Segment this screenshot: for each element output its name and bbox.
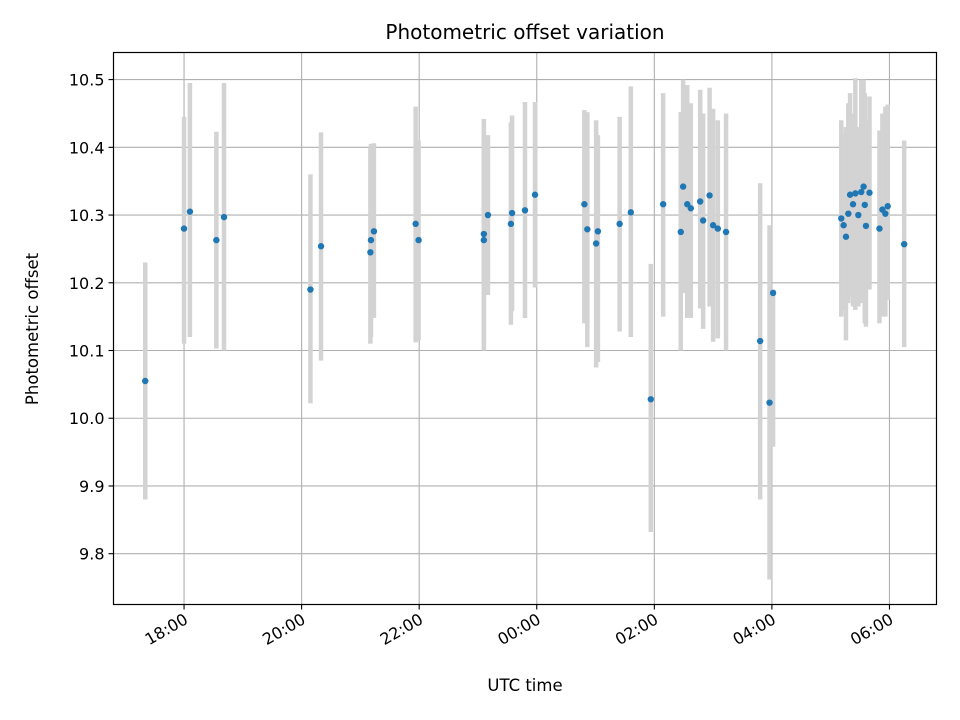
data-point xyxy=(220,213,228,221)
data-point xyxy=(367,249,374,256)
data-point xyxy=(852,190,859,197)
x-axis-title: UTC time xyxy=(487,676,562,695)
x-tick-label: 22:00 xyxy=(377,610,426,650)
data-point xyxy=(842,233,850,240)
data-point xyxy=(531,191,539,198)
error-bars xyxy=(142,78,907,580)
chart-title: Photometric offset variation xyxy=(385,20,664,44)
data-point xyxy=(412,220,419,228)
data-point xyxy=(594,228,602,235)
data-point xyxy=(307,286,314,293)
data-point xyxy=(722,228,730,236)
data-point xyxy=(521,207,529,214)
data-point xyxy=(900,240,908,248)
data-point xyxy=(766,399,773,406)
data-point xyxy=(849,201,857,208)
data-point xyxy=(480,230,488,238)
x-axis: 18:00 20:00 22:00 00:00 02:00 04:00 06:00 xyxy=(142,604,896,650)
x-tick-label: 04:00 xyxy=(729,610,778,650)
data-points xyxy=(142,183,908,406)
data-point xyxy=(647,396,655,403)
data-point xyxy=(706,192,713,199)
x-tick-label: 06:00 xyxy=(847,610,896,650)
data-point xyxy=(855,211,862,219)
data-point xyxy=(714,225,722,232)
data-point xyxy=(699,217,707,224)
y-tick-label: 9.8 xyxy=(79,545,104,564)
data-point xyxy=(876,225,883,232)
x-tick-label: 02:00 xyxy=(612,610,661,650)
data-point xyxy=(709,222,717,229)
data-point xyxy=(213,236,220,244)
data-point xyxy=(861,201,868,209)
data-point xyxy=(484,211,492,219)
y-tick-label: 10.1 xyxy=(69,342,105,361)
data-point xyxy=(687,205,694,212)
data-point xyxy=(840,222,847,229)
data-point xyxy=(581,201,588,208)
data-point xyxy=(866,189,873,196)
y-axis-title: Photometric offset xyxy=(23,252,42,405)
data-point xyxy=(882,210,889,217)
data-point xyxy=(838,215,845,222)
data-point xyxy=(508,209,516,217)
y-tick-label: 10.4 xyxy=(69,138,105,157)
data-point xyxy=(679,183,687,190)
data-point xyxy=(884,203,891,210)
x-tick-label: 18:00 xyxy=(142,610,191,650)
y-axis: 9.8 9.9 10.0 10.1 10.2 10.3 10.4 10.5 xyxy=(69,71,114,564)
y-tick-label: 10.2 xyxy=(69,274,105,293)
data-point xyxy=(696,198,704,205)
data-point xyxy=(507,220,515,228)
data-point xyxy=(627,209,635,216)
plot-frame xyxy=(112,51,938,606)
data-point xyxy=(480,236,488,244)
data-point xyxy=(592,240,600,247)
y-tick-label: 10.0 xyxy=(69,409,105,428)
data-point xyxy=(186,208,194,215)
data-point xyxy=(769,289,777,297)
y-tick-label: 9.9 xyxy=(79,477,104,496)
data-point xyxy=(860,183,867,190)
data-point xyxy=(370,228,378,235)
data-point xyxy=(616,220,623,228)
x-tick-label: 00:00 xyxy=(494,610,543,650)
data-point xyxy=(180,225,188,232)
data-point xyxy=(845,210,852,217)
data-point xyxy=(862,222,870,230)
y-tick-label: 10.3 xyxy=(69,206,105,225)
data-point xyxy=(659,201,667,208)
data-point xyxy=(415,236,422,244)
data-point xyxy=(317,243,325,250)
data-point xyxy=(756,337,764,345)
data-point xyxy=(858,188,865,196)
data-point xyxy=(584,226,591,233)
y-tick-label: 10.5 xyxy=(69,71,105,90)
x-tick-label: 20:00 xyxy=(259,610,308,650)
data-point xyxy=(677,228,684,236)
data-point xyxy=(142,377,149,385)
data-point xyxy=(846,191,854,198)
data-point xyxy=(367,236,375,244)
